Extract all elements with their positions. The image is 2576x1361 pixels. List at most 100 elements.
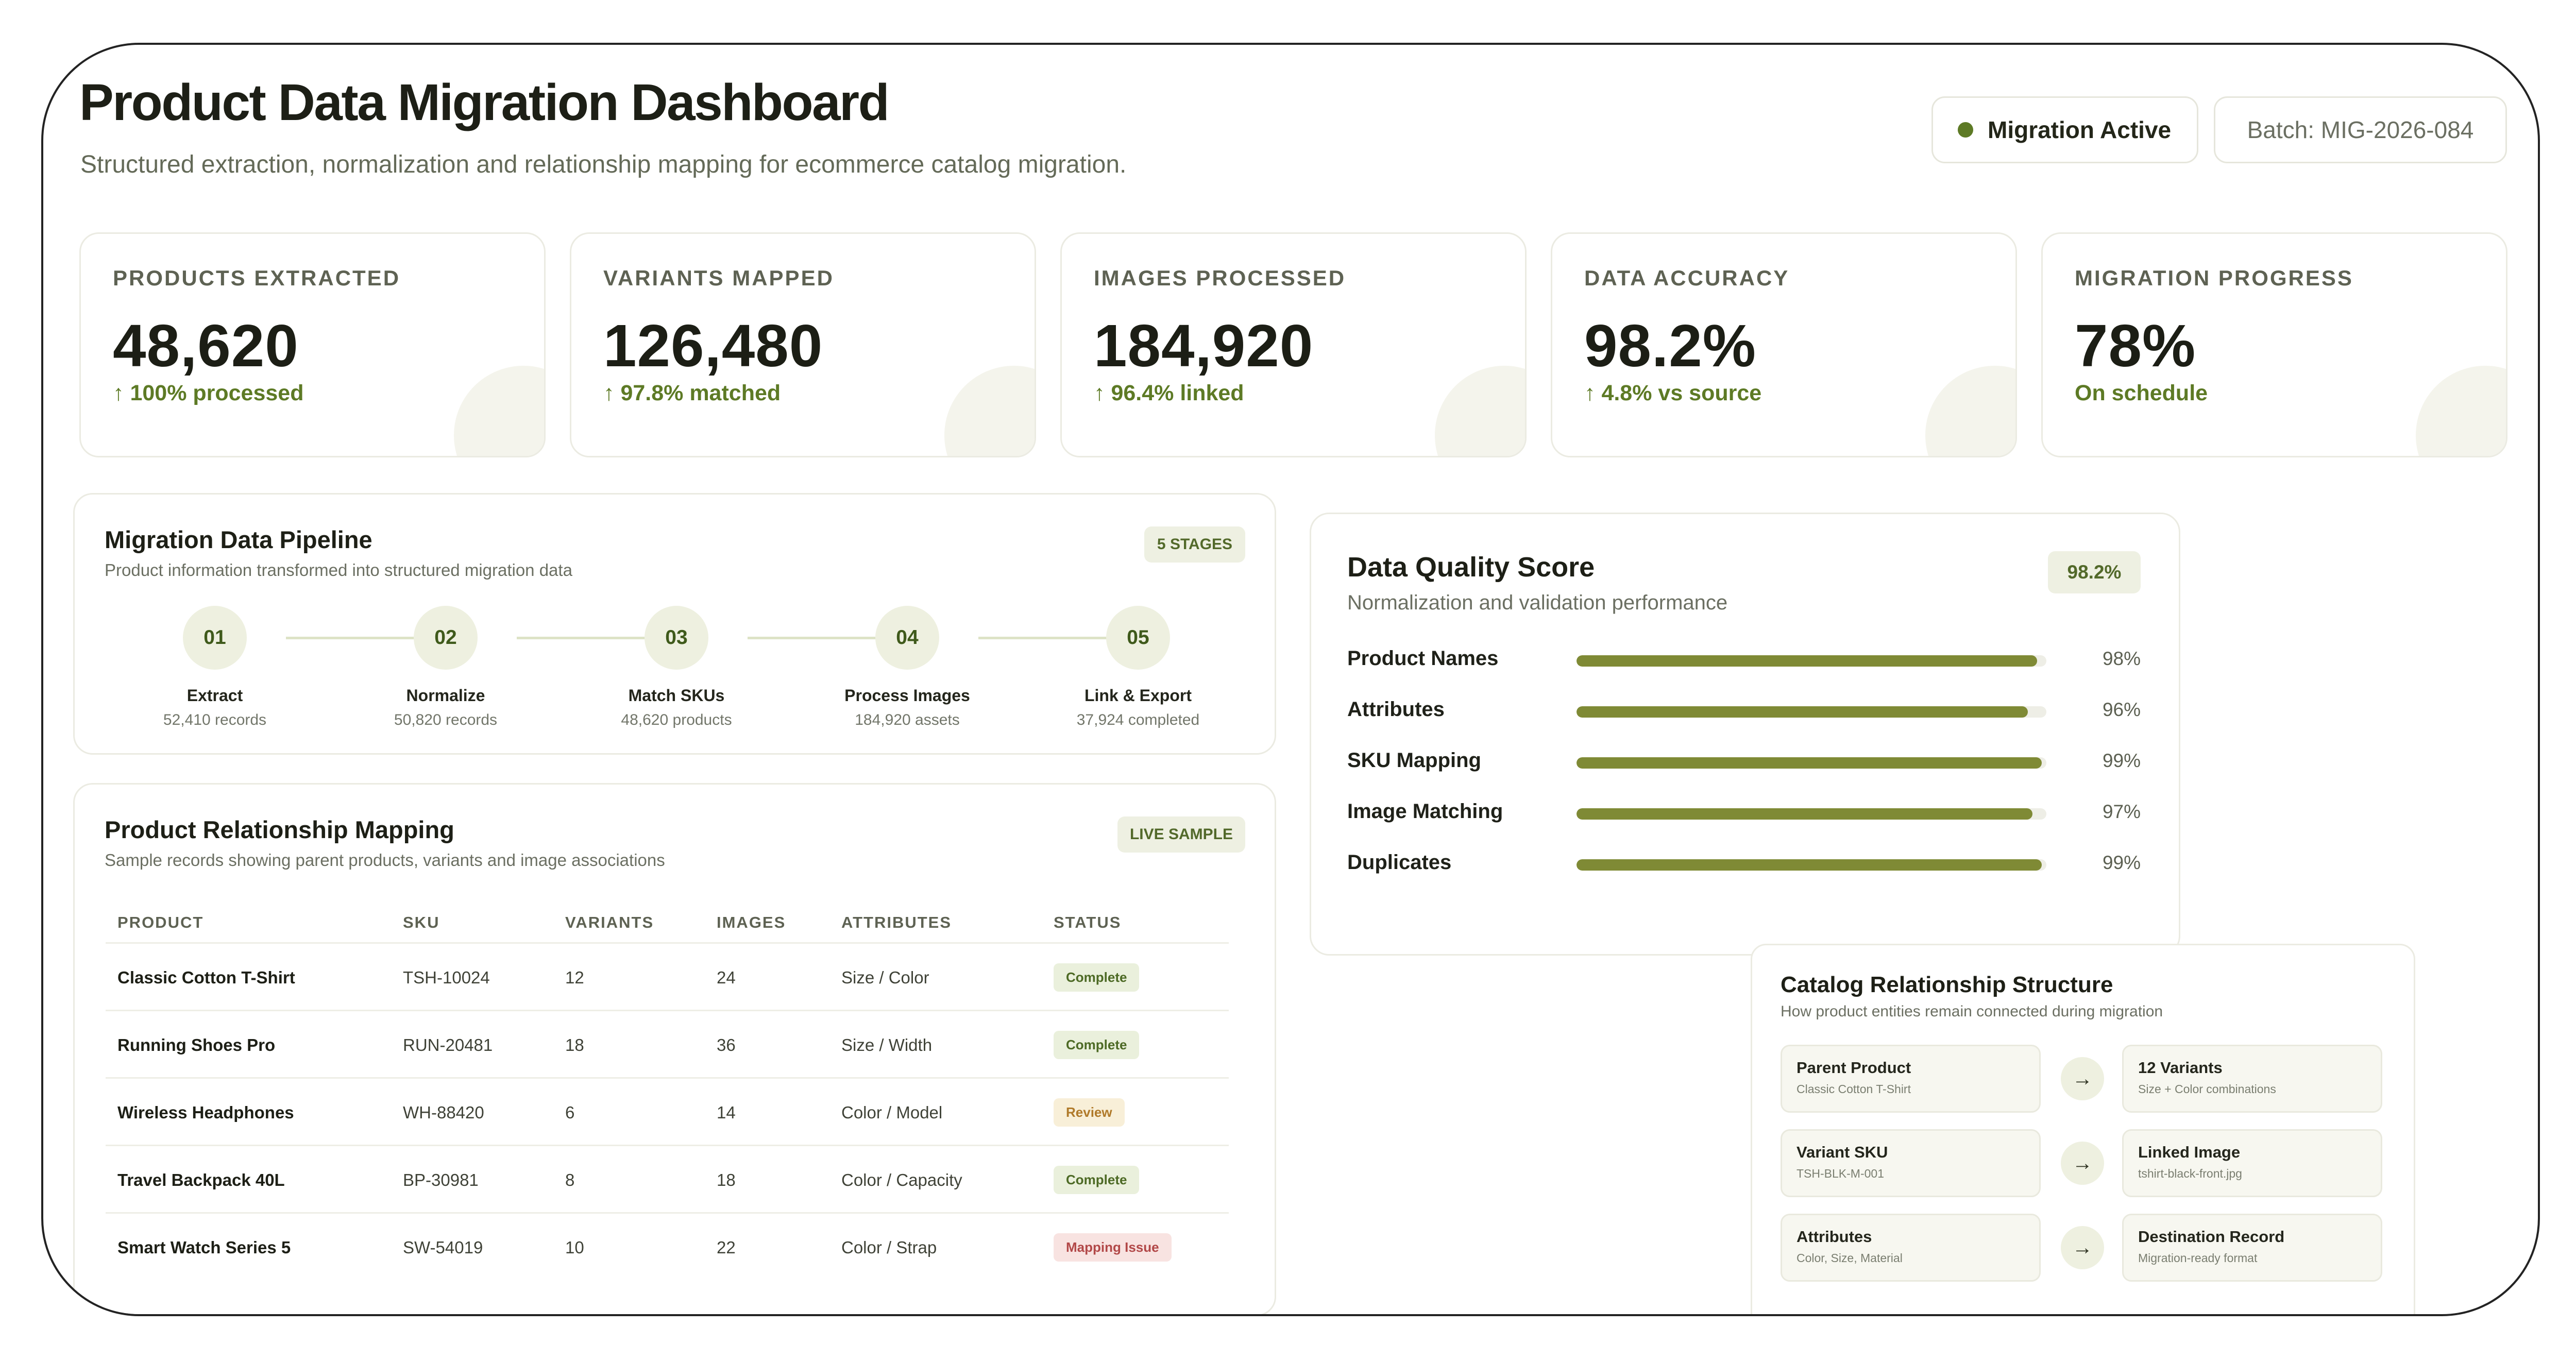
column-header-attributes: ATTRIBUTES xyxy=(841,913,952,931)
cell-sku: RUN-20481 xyxy=(403,1035,493,1054)
node-title: Destination Record xyxy=(2138,1228,2285,1246)
stages-tag: 5 STAGES xyxy=(1144,526,1245,563)
cell-product: Smart Watch Series 5 xyxy=(117,1237,291,1257)
metric-label: SKU Mapping xyxy=(1347,749,1481,772)
table-row[interactable]: Smart Watch Series 5 SW-54019 10 22 Colo… xyxy=(106,1212,1229,1281)
node-linked-image: Linked Image tshirt-black-front.jpg xyxy=(2122,1129,2382,1197)
pipeline-stage-match-skus: 03 Match SKUs 48,620 products xyxy=(573,606,779,729)
migration-status-chip[interactable]: Migration Active xyxy=(1931,96,2198,163)
table-row[interactable]: Classic Cotton T-Shirt TSH-10024 12 24 S… xyxy=(106,942,1229,1011)
node-subtitle: tshirt-black-front.jpg xyxy=(2138,1167,2242,1180)
cell-images: 36 xyxy=(717,1035,736,1054)
metric-bar-track xyxy=(1577,859,2046,871)
column-header-sku: SKU xyxy=(403,913,440,931)
cell-sku: WH-88420 xyxy=(403,1102,484,1122)
kpi-decoration xyxy=(1435,366,1525,456)
kpi-decoration xyxy=(944,366,1035,456)
metric-bar-fill xyxy=(1577,808,2032,820)
mapping-title: Product Relationship Mapping xyxy=(105,816,454,843)
node-subtitle: Size + Color combinations xyxy=(2138,1082,2276,1096)
stage-count: 184,920 assets xyxy=(855,711,960,728)
dashboard-frame: Product Data Migration Dashboard Structu… xyxy=(41,43,2540,1316)
column-header-product: PRODUCT xyxy=(117,913,204,931)
node-attributes: Attributes Color, Size, Material xyxy=(1781,1214,2041,1282)
quality-metric-duplicates: Duplicates 99% xyxy=(1347,847,2141,878)
metric-value: 97% xyxy=(2102,801,2141,822)
node-parent-product: Parent Product Classic Cotton T-Shirt xyxy=(1781,1045,2041,1113)
node-title: 12 Variants xyxy=(2138,1059,2223,1077)
cell-attributes: Color / Capacity xyxy=(841,1170,962,1189)
stage-count: 52,410 records xyxy=(163,711,267,728)
quality-metric-attributes: Attributes 96% xyxy=(1347,694,2141,725)
quality-metric-sku-mapping: SKU Mapping 99% xyxy=(1347,745,2141,776)
metric-value: 96% xyxy=(2102,699,2141,720)
pipeline-connector xyxy=(978,637,1112,639)
table-row[interactable]: Travel Backpack 40L BP-30981 8 18 Color … xyxy=(106,1145,1229,1214)
metric-label: Duplicates xyxy=(1347,851,1452,874)
kpi-label: MIGRATION PROGRESS xyxy=(2075,266,2353,290)
metric-label: Product Names xyxy=(1347,647,1499,670)
kpi-value: 48,620 xyxy=(113,312,299,379)
stage-name: Link & Export xyxy=(1084,686,1192,705)
metric-value: 98% xyxy=(2102,648,2141,669)
page-subtitle: Structured extraction, normalization and… xyxy=(80,151,1127,178)
structure-subtitle: How product entities remain connected du… xyxy=(1781,1003,2163,1020)
table-row[interactable]: Wireless Headphones WH-88420 6 14 Color … xyxy=(106,1077,1229,1146)
cell-variants: 6 xyxy=(565,1102,575,1122)
metric-bar-fill xyxy=(1577,655,2037,667)
kpi-decoration xyxy=(2416,366,2506,456)
table-row[interactable]: Running Shoes Pro RUN-20481 18 36 Size /… xyxy=(106,1010,1229,1079)
stage-number: 01 xyxy=(183,606,247,670)
mapping-subtitle: Sample records showing parent products, … xyxy=(105,850,665,870)
column-header-variants: VARIANTS xyxy=(565,913,654,931)
structure-card: Catalog Relationship Structure How produ… xyxy=(1751,944,2415,1314)
quality-metric-product-names: Product Names 98% xyxy=(1347,643,2141,674)
cell-product: Wireless Headphones xyxy=(117,1102,294,1122)
kpi-decoration xyxy=(1925,366,2015,456)
quality-score-badge: 98.2% xyxy=(2048,551,2141,593)
live-sample-tag: LIVE SAMPLE xyxy=(1117,816,1245,853)
pipeline-connector xyxy=(517,637,651,639)
metric-bar-track xyxy=(1577,757,2046,769)
cell-images: 24 xyxy=(717,967,736,987)
stage-name: Normalize xyxy=(406,686,485,705)
kpi-card-products-extracted: PRODUCTS EXTRACTED 48,620 ↑ 100% process… xyxy=(79,232,546,457)
kpi-value: 126,480 xyxy=(603,312,823,379)
status-badge: Complete xyxy=(1054,1166,1140,1194)
batch-label: Batch: MIG-2026-084 xyxy=(2247,116,2474,143)
arrow-right-icon: → xyxy=(2061,1142,2104,1185)
pipeline-stage-link-export: 05 Link & Export 37,924 completed xyxy=(1035,606,1241,729)
stage-number: 02 xyxy=(414,606,478,670)
structure-title: Catalog Relationship Structure xyxy=(1781,972,2113,997)
metric-bar-track xyxy=(1577,655,2046,667)
column-header-images: IMAGES xyxy=(717,913,786,931)
status-badge: Complete xyxy=(1054,1031,1140,1059)
quality-title: Data Quality Score xyxy=(1347,552,1595,583)
node-subtitle: Migration-ready format xyxy=(2138,1251,2258,1265)
cell-images: 18 xyxy=(717,1170,736,1189)
kpi-value: 78% xyxy=(2075,312,2196,379)
pipeline-title: Migration Data Pipeline xyxy=(105,526,372,553)
pipeline-connector xyxy=(748,637,882,639)
cell-product: Travel Backpack 40L xyxy=(117,1170,285,1189)
pipeline-card: Migration Data Pipeline Product informat… xyxy=(73,493,1276,755)
metric-label: Attributes xyxy=(1347,698,1445,721)
stage-number: 03 xyxy=(645,606,708,670)
arrow-right-icon: → xyxy=(2061,1226,2104,1269)
pipeline-stage-normalize: 02 Normalize 50,820 records xyxy=(343,606,549,729)
stage-name: Match SKUs xyxy=(628,686,725,705)
batch-chip[interactable]: Batch: MIG-2026-084 xyxy=(2214,96,2507,163)
pipeline-connector xyxy=(286,637,420,639)
node-subtitle: Classic Cotton T-Shirt xyxy=(1797,1082,1911,1096)
cell-product: Classic Cotton T-Shirt xyxy=(117,967,295,987)
kpi-delta: ↑ 97.8% matched xyxy=(603,381,781,405)
cell-attributes: Color / Model xyxy=(841,1102,943,1122)
kpi-delta: On schedule xyxy=(2075,381,2208,405)
stage-number: 04 xyxy=(875,606,939,670)
migration-status-label: Migration Active xyxy=(1988,116,2172,143)
cell-sku: SW-54019 xyxy=(403,1237,483,1257)
cell-attributes: Size / Color xyxy=(841,967,929,987)
node-subtitle: Color, Size, Material xyxy=(1797,1251,1903,1265)
metric-value: 99% xyxy=(2102,750,2141,771)
node-subtitle: TSH-BLK-M-001 xyxy=(1797,1167,1884,1180)
